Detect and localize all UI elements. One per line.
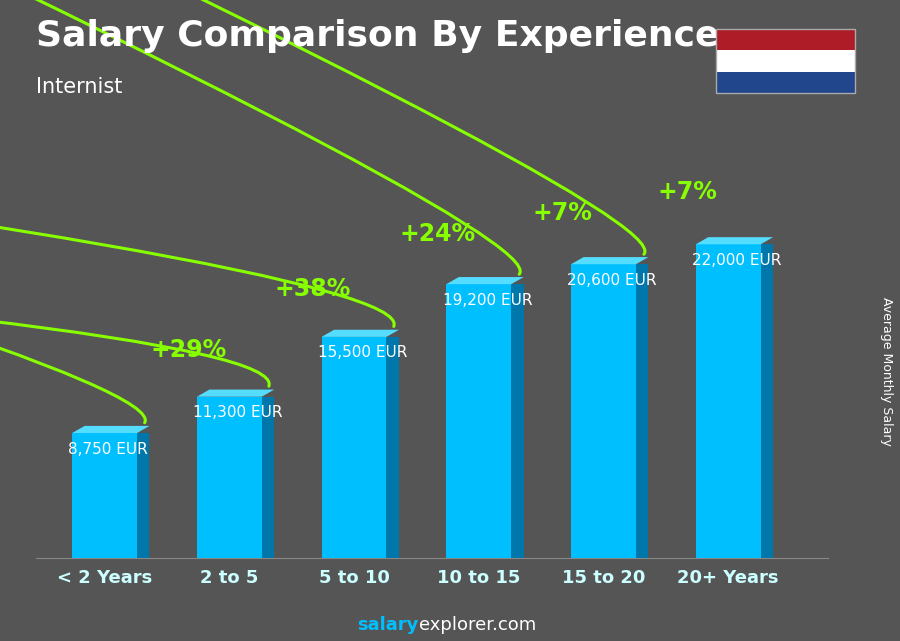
Text: +24%: +24% bbox=[400, 222, 476, 246]
Bar bbox=[321, 337, 386, 558]
Text: salary: salary bbox=[357, 616, 418, 634]
Text: explorer.com: explorer.com bbox=[418, 616, 536, 634]
Polygon shape bbox=[137, 433, 149, 558]
Polygon shape bbox=[72, 426, 149, 433]
Text: +29%: +29% bbox=[150, 338, 226, 362]
Polygon shape bbox=[760, 244, 773, 558]
Polygon shape bbox=[636, 264, 648, 558]
Polygon shape bbox=[386, 337, 399, 558]
Bar bbox=[572, 264, 636, 558]
Text: Salary Comparison By Experience: Salary Comparison By Experience bbox=[36, 19, 719, 53]
Text: +7%: +7% bbox=[533, 201, 592, 225]
Bar bbox=[446, 284, 511, 558]
Polygon shape bbox=[321, 329, 399, 337]
Text: 15,500 EUR: 15,500 EUR bbox=[318, 345, 408, 360]
Polygon shape bbox=[511, 284, 524, 558]
Text: +38%: +38% bbox=[274, 276, 351, 301]
Text: +7%: +7% bbox=[657, 179, 717, 204]
Text: 19,200 EUR: 19,200 EUR bbox=[443, 293, 532, 308]
Bar bbox=[72, 433, 137, 558]
Text: 8,750 EUR: 8,750 EUR bbox=[68, 442, 148, 456]
Polygon shape bbox=[572, 257, 648, 264]
Bar bbox=[696, 244, 760, 558]
Text: 20,600 EUR: 20,600 EUR bbox=[567, 273, 657, 288]
Text: 11,300 EUR: 11,300 EUR bbox=[194, 405, 283, 420]
Polygon shape bbox=[262, 397, 274, 558]
Text: Internist: Internist bbox=[36, 77, 122, 97]
Text: 22,000 EUR: 22,000 EUR bbox=[692, 253, 781, 268]
Polygon shape bbox=[446, 277, 524, 284]
Bar bbox=[197, 397, 262, 558]
Polygon shape bbox=[197, 390, 274, 397]
Text: Average Monthly Salary: Average Monthly Salary bbox=[880, 297, 893, 446]
Polygon shape bbox=[696, 237, 773, 244]
